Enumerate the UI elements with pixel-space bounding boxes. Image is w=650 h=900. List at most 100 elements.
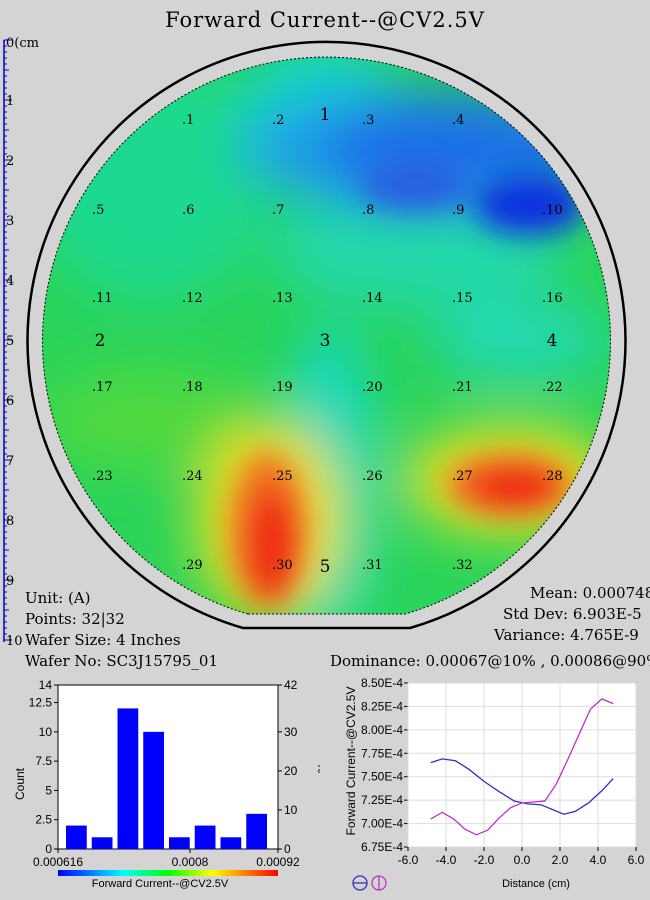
histogram-bar bbox=[220, 837, 242, 849]
line-x-tick: 0.0 bbox=[514, 853, 531, 867]
line-x-tick: -2.0 bbox=[474, 853, 495, 867]
line-y-tick: 7.50E-4 bbox=[361, 770, 403, 784]
scale-tick-label: 3 bbox=[6, 214, 14, 229]
wafer-zone-label: 4 bbox=[547, 331, 558, 351]
wafer-point-label: .29 bbox=[182, 558, 203, 573]
histogram-x-tick: 0.0008 bbox=[172, 855, 209, 869]
histogram-y2-tick: 0 bbox=[284, 842, 291, 856]
wafer-point-label: .24 bbox=[182, 469, 203, 484]
wafer-point-label: .25 bbox=[272, 469, 293, 484]
histogram-y-tick: 2.5 bbox=[35, 813, 52, 827]
histogram-y-tick: 14 bbox=[39, 678, 53, 692]
wafer-point-label: .10 bbox=[542, 203, 563, 218]
axis-direction-icons[interactable] bbox=[352, 875, 387, 891]
line-y-tick: 7.00E-4 bbox=[361, 817, 403, 831]
wafer-zone-label: 3 bbox=[320, 331, 331, 351]
histogram-bar bbox=[91, 837, 113, 849]
histogram-bar bbox=[169, 837, 190, 849]
wafer-zone-label: 1 bbox=[320, 105, 331, 125]
scale-tick-label: 9 bbox=[6, 574, 14, 589]
wafer-size-text: Wafer Size: 4 Inches bbox=[25, 631, 181, 649]
wafer-point-label: .14 bbox=[362, 291, 383, 306]
wafer-point-label: .16 bbox=[542, 291, 563, 306]
scale-tick-label: 6 bbox=[6, 394, 14, 409]
histogram-bar bbox=[194, 825, 216, 849]
wafer-point-label: .12 bbox=[182, 291, 203, 306]
wafer-point-label: .9 bbox=[452, 203, 464, 218]
wafer-point-label: .17 bbox=[92, 380, 113, 395]
unit-text: Unit: (A) bbox=[25, 589, 91, 607]
line-x-tick: -6.0 bbox=[398, 853, 419, 867]
wafer-point-label: .21 bbox=[452, 380, 473, 395]
histogram-bar bbox=[246, 813, 267, 849]
wafer-zone-label: 2 bbox=[95, 331, 106, 351]
wafer-no-text: Wafer No: SC3J15795_01 bbox=[25, 652, 219, 670]
line-x-tick: 2.0 bbox=[552, 853, 569, 867]
wafer-point-label: .32 bbox=[452, 558, 473, 573]
histogram-y-tick: 7.5 bbox=[35, 754, 52, 768]
wafer-point-label: .4 bbox=[452, 113, 464, 128]
histogram-bar bbox=[117, 708, 139, 849]
wafer-point-label: .22 bbox=[542, 380, 563, 395]
histogram-y2-tick: 10 bbox=[284, 803, 298, 817]
histogram-bar bbox=[143, 731, 164, 849]
histogram-chart: 0 2.5 5 7.5 10 12.5 14 0 10 20 30 42 0.000616 0.0008 0… bbox=[13, 678, 320, 890]
wafer-point-label: .11 bbox=[92, 291, 113, 306]
wafer-point-label: .27 bbox=[452, 469, 473, 484]
variance-text: Variance: 4.765E-9 bbox=[494, 626, 639, 644]
wafer-point-label: .26 bbox=[362, 469, 383, 484]
mean-text: Mean: 0.000748 bbox=[530, 584, 650, 602]
histogram-y-tick: 12.5 bbox=[29, 696, 53, 710]
line-y-tick: 6.75E-4 bbox=[361, 840, 403, 854]
line-y-tick: 8.50E-4 bbox=[361, 676, 403, 690]
histogram-xlabel: Forward Current--@CV2.5V bbox=[92, 878, 229, 890]
wafer-point-label: .19 bbox=[272, 380, 293, 395]
wafer-point-label: .1 bbox=[182, 113, 194, 128]
wafer-point-label: .7 bbox=[272, 203, 284, 218]
histogram-y2-tick: 20 bbox=[284, 764, 298, 778]
histogram-bar bbox=[66, 825, 87, 849]
chart-title: Forward Current--@CV2.5V bbox=[165, 8, 485, 32]
wafer-map: .1 .2 .3 .4 .5 .6 .7 .8 .9 .10 .11 .12 .13 .14 .15 .16.… bbox=[26, 40, 627, 630]
line-x-tick: -4.0 bbox=[436, 853, 457, 867]
line-series-2 bbox=[430, 698, 614, 836]
line-ylabel: Forward Current--@CV2.5V bbox=[344, 687, 358, 836]
cm-scale: 1 2 3 4 5 6 7 8 9 10 0(cm) bbox=[3, 36, 40, 649]
scale-tick-label: 1 bbox=[6, 94, 14, 109]
histogram-y-tick: 5 bbox=[45, 783, 52, 797]
histogram-y2label: % bbox=[315, 763, 320, 774]
wafer-point-label: .31 bbox=[362, 558, 383, 573]
wafer-point-label: .18 bbox=[182, 380, 203, 395]
line-xlabel: Distance (cm) bbox=[502, 878, 570, 890]
line-y-tick: 7.75E-4 bbox=[361, 746, 403, 760]
scale-unit-label: 0(cm) bbox=[6, 36, 40, 51]
line-chart: 6.75E-4 7.00E-4 7.25E-4 7.50E-4 7.75E-4 8.00E… bbox=[344, 676, 645, 891]
histogram-x-tick: 0.000616 bbox=[33, 855, 83, 869]
line-y-tick: 8.00E-4 bbox=[361, 723, 403, 737]
scale-tick-label: 4 bbox=[6, 274, 14, 289]
histogram-plot-area bbox=[57, 684, 279, 850]
scale-tick-label: 7 bbox=[6, 454, 14, 469]
histogram-x-tick: 0.00092 bbox=[256, 855, 300, 869]
line-y-tick: 8.25E-4 bbox=[361, 699, 403, 713]
std-dev-text: Std Dev: 6.903E-5 bbox=[503, 605, 642, 623]
wafer-zone-label: 5 bbox=[320, 557, 331, 577]
wafer-point-label: .20 bbox=[362, 380, 383, 395]
wafer-point-label: .3 bbox=[362, 113, 374, 128]
histogram-color-scale bbox=[58, 870, 278, 876]
wafer-point-label: .30 bbox=[272, 558, 293, 573]
histogram-y-tick: 0 bbox=[45, 842, 52, 856]
line-x-tick: 6.0 bbox=[628, 853, 645, 867]
wafer-point-label: .28 bbox=[542, 469, 563, 484]
wafer-point-label: .6 bbox=[182, 203, 194, 218]
dominance-text: Dominance: 0.00067@10% , 0.00086@90% bbox=[330, 652, 650, 670]
wafer-point-label: .13 bbox=[272, 291, 293, 306]
scale-tick-label: 10 bbox=[6, 634, 23, 649]
scale-tick-label: 8 bbox=[6, 514, 14, 529]
wafer-point-label: .15 bbox=[452, 291, 473, 306]
line-y-tick: 7.25E-4 bbox=[361, 793, 403, 807]
scale-tick-label: 5 bbox=[6, 334, 14, 349]
wafer-point-label: .8 bbox=[362, 203, 374, 218]
histogram-y2-tick: 30 bbox=[284, 725, 298, 739]
points-text: Points: 32|32 bbox=[25, 610, 125, 628]
